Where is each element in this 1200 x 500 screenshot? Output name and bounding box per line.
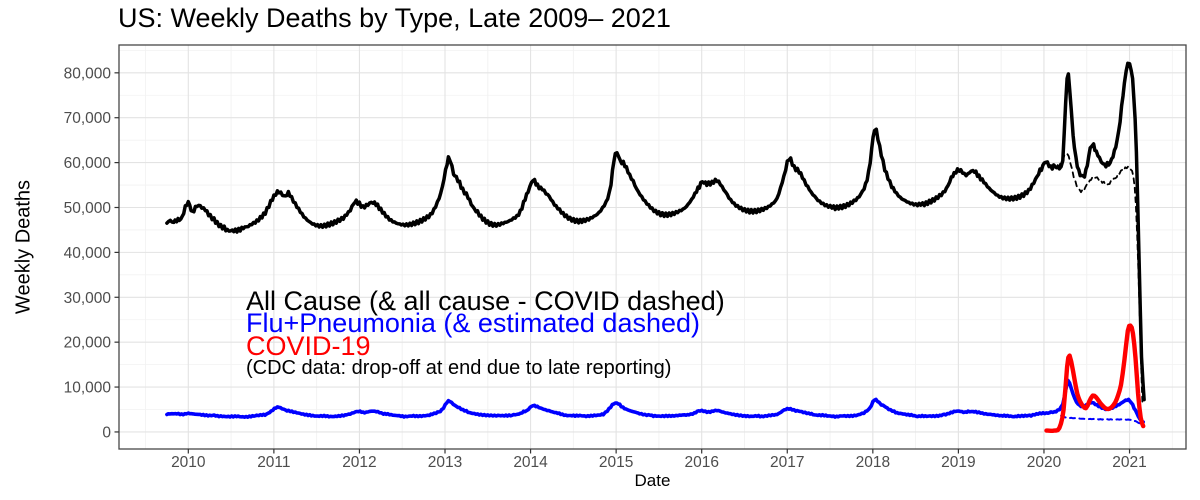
y-tick-label: 60,000 xyxy=(64,155,112,172)
data-series-group xyxy=(165,61,1146,433)
series-flu-estimated-line xyxy=(1060,414,1143,426)
axis-ticks xyxy=(114,72,1131,454)
series-all-cause-line xyxy=(165,61,1146,402)
y-tick-label: 80,000 xyxy=(64,65,112,82)
legend-text-all-cause: All Cause (& all cause - COVID dashed) xyxy=(246,286,725,316)
series-flu-pneumonia-line xyxy=(165,378,1145,424)
x-tick-label: 2017 xyxy=(770,454,804,471)
y-tick-label: 10,000 xyxy=(64,380,112,397)
x-tick-label: 2015 xyxy=(599,454,633,471)
legend-text-cdc-note: (CDC data: drop-off at end due to late r… xyxy=(246,357,672,379)
x-tick-label: 2020 xyxy=(1027,454,1062,471)
gridlines-major xyxy=(119,45,1186,449)
legend-text-flu-pneumonia: Flu+Pneumonia (& estimated dashed) xyxy=(246,308,701,338)
x-tick-label: 2018 xyxy=(856,454,890,471)
x-tick-label: 2011 xyxy=(257,454,290,471)
gridlines-minor xyxy=(119,45,1186,449)
x-tick-label: 2021 xyxy=(1112,454,1146,471)
x-tick-label: 2016 xyxy=(684,454,718,471)
x-tick-label: 2012 xyxy=(342,454,376,471)
y-tick-label: 70,000 xyxy=(64,110,112,127)
y-tick-label: 40,000 xyxy=(64,245,112,262)
legend-text-covid-19: COVID-19 xyxy=(246,331,371,361)
y-tick-label: 30,000 xyxy=(64,290,112,307)
series-all-cause-less-covid-line xyxy=(1056,152,1144,404)
x-tick-label: 2019 xyxy=(941,454,975,471)
x-tick-label: 2014 xyxy=(513,454,548,471)
y-axis-title: Weekly Deaths xyxy=(12,179,35,315)
x-axis-title: Date xyxy=(634,471,671,490)
y-tick-label: 0 xyxy=(102,424,111,441)
chart-title: US: Weekly Deaths by Type, Late 2009– 20… xyxy=(118,3,671,33)
series-covid-19-line xyxy=(1044,323,1146,433)
axis-tick-labels: 0 10,000 20,000 30,000 40,000 50,000 60,000 70,… xyxy=(64,65,1147,471)
panel-border xyxy=(118,44,1187,450)
x-tick-label: 2013 xyxy=(428,454,462,471)
x-tick-label: 2010 xyxy=(171,454,206,471)
y-tick-label: 20,000 xyxy=(64,335,112,352)
plot-panel xyxy=(119,45,1186,449)
y-tick-label: 50,000 xyxy=(64,200,112,217)
